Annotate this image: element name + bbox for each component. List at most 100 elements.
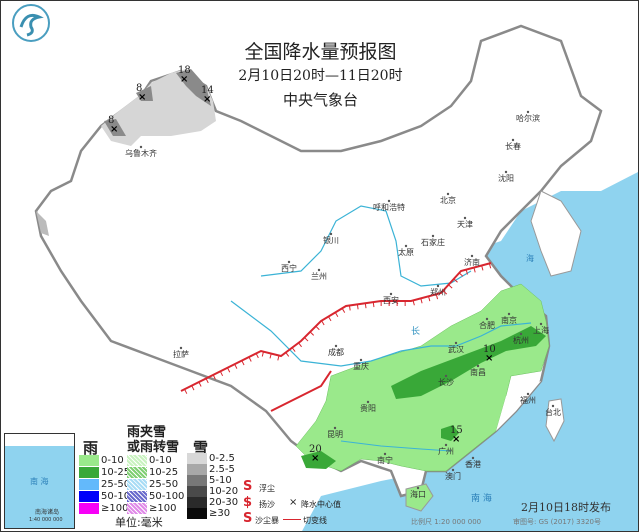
precip-center-marker: × — [452, 434, 460, 445]
legend-rain-swatch — [79, 467, 99, 478]
floating-dust-label: 浮尘 — [259, 484, 275, 493]
legend-snow-swatch — [187, 475, 207, 486]
shear-line-tick — [304, 337, 309, 342]
yangtze-river — [230, 300, 532, 367]
legend-rain-swatch — [79, 503, 99, 514]
city-dot — [404, 244, 408, 248]
precip-center-marker: × — [311, 453, 319, 464]
shear-line-south — [270, 370, 332, 412]
shear-line-tick — [315, 325, 320, 331]
map-approval-number: 审图号: GS (2017) 3320号 — [513, 518, 601, 526]
yellow-river — [260, 205, 472, 287]
issuer: 中央气象台 — [282, 91, 358, 109]
city-label: 武汉 — [448, 344, 464, 354]
shear-line-tick — [255, 353, 259, 359]
city-label: 沈阳 — [498, 173, 514, 183]
legend-snow-label: 0-2.5 — [209, 453, 235, 464]
shear-line-tick — [372, 302, 375, 308]
legend-snow-label: ≥30 — [209, 508, 231, 519]
legend-mix-label: 0-10 — [149, 455, 172, 466]
city-dot — [451, 468, 455, 472]
blowing-sand-label: 扬沙 — [259, 500, 275, 509]
rain-area-10-25 — [391, 326, 546, 399]
city-label: 南昌 — [470, 367, 486, 377]
precip-center-value: 15 — [450, 425, 463, 436]
legend-rain-swatch — [79, 455, 99, 466]
city-dot — [504, 170, 508, 174]
shear-line-tick — [261, 351, 264, 357]
city-dot — [526, 392, 530, 396]
shear-line-tick — [412, 300, 415, 306]
legend-snow-label: 5-10 — [209, 475, 232, 486]
precip-center-value: 8 — [136, 83, 142, 94]
shear-line-tick — [269, 353, 272, 359]
precip-center-marker: × — [110, 124, 118, 135]
city-label: 海口 — [410, 489, 426, 499]
map-scale: 比例尺 1:20 000 000 — [411, 518, 482, 526]
legend-mix-swatch — [127, 467, 147, 478]
city-label: 兰州 — [311, 271, 327, 281]
city-label: 西安 — [383, 295, 399, 305]
release-time: 2月10日18时发布 — [521, 501, 611, 514]
shear-line-tick — [442, 290, 448, 295]
city-label: 西宁 — [281, 263, 297, 273]
precip-center-icon: × — [289, 497, 298, 508]
shear-line-tick — [285, 352, 290, 357]
city-dot — [551, 404, 555, 408]
sandstorm-label: 沙尘暴 — [255, 516, 279, 525]
shear-line-tick — [241, 360, 245, 366]
shear-line-tick — [248, 356, 252, 362]
legend-rain-swatch — [79, 491, 99, 502]
city-dot — [329, 232, 333, 236]
precip-center-value: 20 — [309, 444, 322, 455]
city-label: 台北 — [545, 407, 561, 417]
shear-line-tick — [191, 385, 195, 391]
legend-rain-header: 雨 — [83, 439, 99, 457]
legend-rain-label: 10-25 — [101, 467, 131, 478]
shear-line-tick — [219, 371, 224, 377]
city-label: 香港 — [465, 459, 481, 469]
precip-center-marker: × — [180, 74, 188, 85]
shear-line-tick — [435, 294, 439, 300]
precip-center-marker: × — [138, 92, 146, 103]
city-label: 福州 — [520, 396, 536, 405]
city-label: 长沙 — [438, 377, 454, 387]
city-label: 乌鲁木齐 — [125, 148, 157, 158]
inset-scale: 1:40 000 000 — [29, 517, 63, 523]
city-label: 贵阳 — [360, 403, 376, 413]
precip-center-value: 8 — [108, 115, 114, 126]
city-dot — [383, 452, 387, 456]
shear-line-tick — [428, 296, 431, 302]
inset-title: 南海诸岛 — [35, 509, 60, 516]
city-label: 昆明 — [327, 430, 343, 439]
river-label: 长 — [411, 325, 420, 337]
city-label: 成都 — [328, 347, 344, 357]
city-dot — [387, 199, 391, 203]
city-dot — [444, 374, 448, 378]
shear-line-tick — [205, 378, 209, 384]
city-dot — [454, 341, 458, 345]
shear-line-tick — [277, 355, 280, 361]
legend-snow-swatch — [187, 486, 207, 497]
precip-center-value: 18 — [178, 65, 191, 76]
precip-center-marker: × — [203, 94, 211, 105]
legend-symbols: S 浮尘 $ 扬沙 × 降水中心值 S 沙尘暴 切变线 — [243, 479, 353, 527]
city-dot — [431, 234, 435, 238]
hainan — [405, 483, 434, 512]
legend-mix-swatch — [127, 503, 147, 514]
city-label: 呼和浩特 — [373, 202, 405, 212]
city-label: 天津 — [457, 219, 473, 229]
floating-dust-icon: S — [243, 479, 253, 494]
city-dot — [476, 364, 480, 368]
city-label: 郑州 — [430, 287, 446, 297]
legend-mix-label: 50-100 — [149, 491, 185, 502]
korea-peninsula — [530, 190, 582, 277]
city-label: 杭州 — [513, 335, 529, 345]
city-label: 拉萨 — [173, 349, 189, 359]
city-label: 哈尔滨 — [516, 113, 540, 123]
pearl-river — [340, 440, 452, 452]
shear-line-tick — [334, 312, 339, 317]
